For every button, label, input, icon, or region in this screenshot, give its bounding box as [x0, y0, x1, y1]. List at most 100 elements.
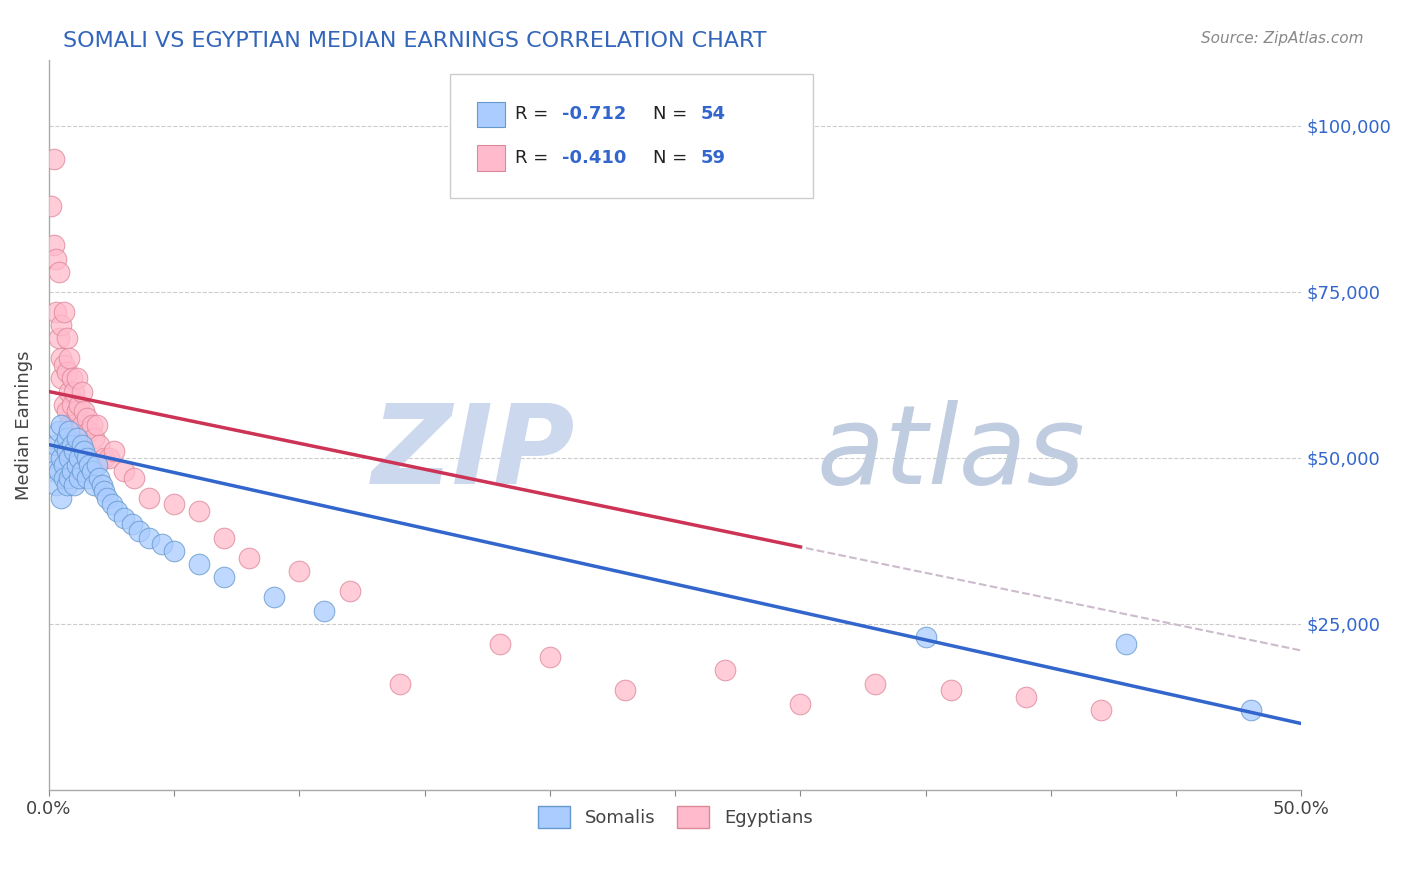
Point: [121, 517, 143, 532]
Point: [77, 458, 100, 472]
Point: [70, 417, 93, 432]
Point: [51, 318, 73, 333]
Point: [60, 371, 83, 385]
Point: [112, 510, 135, 524]
Point: [87, 471, 110, 485]
Point: [63, 417, 86, 432]
Point: [45, 477, 67, 491]
Point: [42, 152, 65, 166]
Point: [238, 550, 260, 565]
Point: [614, 683, 637, 698]
Point: [48, 331, 70, 345]
Point: [55, 477, 77, 491]
Point: [488, 637, 510, 651]
Y-axis label: Median Earnings: Median Earnings: [15, 350, 32, 500]
Point: [45, 252, 67, 266]
Text: N =: N =: [652, 105, 693, 123]
Legend: Somalis, Egyptians: Somalis, Egyptians: [530, 799, 820, 836]
Point: [93, 450, 115, 465]
Point: [70, 464, 93, 478]
Point: [51, 491, 73, 505]
Point: [128, 524, 150, 538]
Point: [58, 471, 80, 485]
Point: [76, 450, 98, 465]
Point: [42, 464, 65, 478]
Point: [714, 664, 737, 678]
Point: [1090, 703, 1112, 717]
Point: [45, 438, 67, 452]
Point: [65, 458, 87, 472]
Point: [914, 630, 936, 644]
Point: [865, 676, 887, 690]
Point: [188, 557, 211, 571]
Point: [53, 458, 76, 472]
Point: [53, 438, 76, 452]
Point: [42, 238, 65, 252]
Point: [150, 537, 173, 551]
Point: [76, 411, 98, 425]
Point: [45, 305, 67, 319]
Text: SOMALI VS EGYPTIAN MEDIAN EARNINGS CORRELATION CHART: SOMALI VS EGYPTIAN MEDIAN EARNINGS CORRE…: [63, 31, 766, 51]
Point: [70, 438, 93, 452]
Point: [98, 450, 121, 465]
Point: [51, 371, 73, 385]
Point: [339, 583, 361, 598]
Point: [1015, 690, 1038, 704]
Point: [63, 477, 86, 491]
Point: [93, 484, 115, 499]
Point: [63, 444, 86, 458]
Point: [55, 331, 77, 345]
Point: [1115, 637, 1137, 651]
Point: [48, 425, 70, 439]
Point: [60, 398, 83, 412]
Point: [55, 431, 77, 445]
Point: [51, 450, 73, 465]
Text: 59: 59: [700, 149, 725, 167]
Point: [60, 464, 83, 478]
Point: [214, 570, 236, 584]
Point: [67, 471, 90, 485]
Point: [138, 491, 160, 505]
Point: [80, 464, 103, 478]
Point: [65, 431, 87, 445]
Text: Source: ZipAtlas.com: Source: ZipAtlas.com: [1201, 31, 1364, 46]
Point: [41, 450, 63, 465]
Point: [86, 417, 108, 432]
Point: [83, 431, 105, 445]
Point: [80, 417, 103, 432]
Point: [55, 404, 77, 418]
Point: [538, 650, 561, 665]
Point: [83, 477, 105, 491]
Point: [188, 504, 211, 518]
Text: -0.410: -0.410: [562, 149, 627, 167]
Point: [76, 471, 98, 485]
Point: [103, 444, 125, 458]
Point: [53, 471, 76, 485]
Point: [100, 498, 122, 512]
FancyBboxPatch shape: [450, 74, 813, 198]
Point: [53, 305, 76, 319]
Point: [67, 431, 90, 445]
Point: [53, 358, 76, 372]
Point: [314, 604, 336, 618]
Text: N =: N =: [652, 149, 693, 167]
Point: [105, 504, 128, 518]
Point: [70, 384, 93, 399]
Text: R =: R =: [515, 105, 554, 123]
Point: [53, 398, 76, 412]
Point: [73, 444, 96, 458]
Point: [90, 477, 112, 491]
Point: [96, 491, 118, 505]
Point: [1240, 703, 1263, 717]
Point: [65, 371, 87, 385]
Point: [60, 431, 83, 445]
Point: [86, 458, 108, 472]
Point: [65, 404, 87, 418]
Point: [67, 398, 90, 412]
Point: [163, 544, 186, 558]
Point: [214, 531, 236, 545]
Point: [263, 591, 285, 605]
Point: [73, 404, 96, 418]
Point: [789, 697, 811, 711]
FancyBboxPatch shape: [477, 102, 505, 128]
